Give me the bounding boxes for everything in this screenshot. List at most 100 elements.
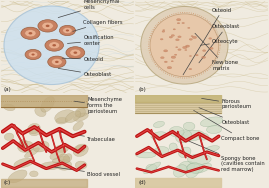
Text: Ossification
center: Ossification center <box>68 35 114 46</box>
Ellipse shape <box>29 128 40 136</box>
Ellipse shape <box>66 30 69 32</box>
Ellipse shape <box>174 165 187 177</box>
Ellipse shape <box>192 36 197 39</box>
Ellipse shape <box>46 25 49 27</box>
Ellipse shape <box>173 29 175 30</box>
Ellipse shape <box>177 23 180 24</box>
Ellipse shape <box>160 39 163 40</box>
Text: Osteoid: Osteoid <box>183 8 232 75</box>
Ellipse shape <box>151 132 166 139</box>
Ellipse shape <box>25 49 41 60</box>
Ellipse shape <box>179 147 191 158</box>
Ellipse shape <box>18 139 27 150</box>
Ellipse shape <box>45 39 63 51</box>
Ellipse shape <box>191 36 193 37</box>
Ellipse shape <box>49 42 60 49</box>
Ellipse shape <box>161 57 164 59</box>
Ellipse shape <box>18 141 34 152</box>
Ellipse shape <box>164 50 168 52</box>
Ellipse shape <box>207 126 222 133</box>
Ellipse shape <box>51 58 62 65</box>
Text: Compact bone: Compact bone <box>194 110 260 141</box>
Ellipse shape <box>179 161 195 172</box>
Ellipse shape <box>14 158 34 168</box>
Ellipse shape <box>144 162 161 174</box>
Ellipse shape <box>189 55 192 57</box>
Ellipse shape <box>189 68 192 70</box>
Ellipse shape <box>41 97 55 112</box>
Ellipse shape <box>171 35 175 36</box>
Text: Osteoblast: Osteoblast <box>58 68 112 77</box>
Ellipse shape <box>187 154 211 164</box>
Text: (d): (d) <box>138 180 146 185</box>
Ellipse shape <box>176 18 181 21</box>
Ellipse shape <box>75 108 89 117</box>
Ellipse shape <box>3 104 15 111</box>
Text: (b): (b) <box>138 86 146 92</box>
Ellipse shape <box>63 154 72 162</box>
Ellipse shape <box>176 39 179 41</box>
Ellipse shape <box>63 27 72 34</box>
Ellipse shape <box>171 61 173 62</box>
Ellipse shape <box>199 133 208 140</box>
Text: Trabeculae: Trabeculae <box>57 132 116 142</box>
Ellipse shape <box>52 156 69 163</box>
Text: Mesenchyme
forms the
periosteum: Mesenchyme forms the periosteum <box>74 97 122 114</box>
Ellipse shape <box>42 22 53 30</box>
Ellipse shape <box>193 163 211 173</box>
Ellipse shape <box>174 54 177 55</box>
Text: Fibrous
periosteum: Fibrous periosteum <box>201 98 252 109</box>
Ellipse shape <box>28 124 40 134</box>
Text: Osteocyte: Osteocyte <box>200 39 239 45</box>
Ellipse shape <box>187 163 204 173</box>
Ellipse shape <box>171 56 176 58</box>
Ellipse shape <box>178 49 181 51</box>
Text: Spongy bone
(cavities contain
red marrow): Spongy bone (cavities contain red marrow… <box>188 141 265 172</box>
Ellipse shape <box>136 152 156 158</box>
Ellipse shape <box>35 107 46 117</box>
Ellipse shape <box>33 141 49 152</box>
Text: Osteoblast: Osteoblast <box>199 108 250 125</box>
Ellipse shape <box>25 30 36 37</box>
Ellipse shape <box>146 164 157 173</box>
Ellipse shape <box>4 133 14 140</box>
Ellipse shape <box>169 36 172 38</box>
Ellipse shape <box>56 117 68 124</box>
Ellipse shape <box>162 31 165 32</box>
Text: Mesenchymal
cells: Mesenchymal cells <box>58 0 120 17</box>
Ellipse shape <box>4 6 99 85</box>
Text: New bone
matrix: New bone matrix <box>195 33 238 71</box>
Text: Osteoblast: Osteoblast <box>199 24 240 63</box>
Ellipse shape <box>73 113 88 121</box>
Ellipse shape <box>154 147 169 155</box>
Ellipse shape <box>169 127 184 137</box>
Ellipse shape <box>31 54 35 55</box>
Ellipse shape <box>75 108 85 117</box>
Ellipse shape <box>178 36 181 38</box>
Ellipse shape <box>48 56 66 68</box>
Ellipse shape <box>204 146 220 152</box>
Text: Blood vessel: Blood vessel <box>52 167 120 177</box>
Ellipse shape <box>66 47 85 59</box>
Ellipse shape <box>169 143 177 151</box>
Ellipse shape <box>167 66 172 69</box>
Ellipse shape <box>163 30 165 31</box>
Ellipse shape <box>185 49 187 51</box>
Ellipse shape <box>186 162 200 178</box>
Ellipse shape <box>59 25 76 36</box>
Text: (a): (a) <box>4 86 12 92</box>
Ellipse shape <box>55 110 75 123</box>
Ellipse shape <box>183 46 187 49</box>
Ellipse shape <box>182 22 185 24</box>
Ellipse shape <box>164 61 167 63</box>
Ellipse shape <box>189 39 192 40</box>
Ellipse shape <box>30 171 38 177</box>
Ellipse shape <box>55 61 59 63</box>
Ellipse shape <box>73 121 83 130</box>
Ellipse shape <box>141 6 228 84</box>
Ellipse shape <box>76 145 85 152</box>
Ellipse shape <box>40 162 61 170</box>
Ellipse shape <box>200 117 223 127</box>
Text: Collagen fibers: Collagen fibers <box>73 20 123 31</box>
Ellipse shape <box>24 148 39 158</box>
